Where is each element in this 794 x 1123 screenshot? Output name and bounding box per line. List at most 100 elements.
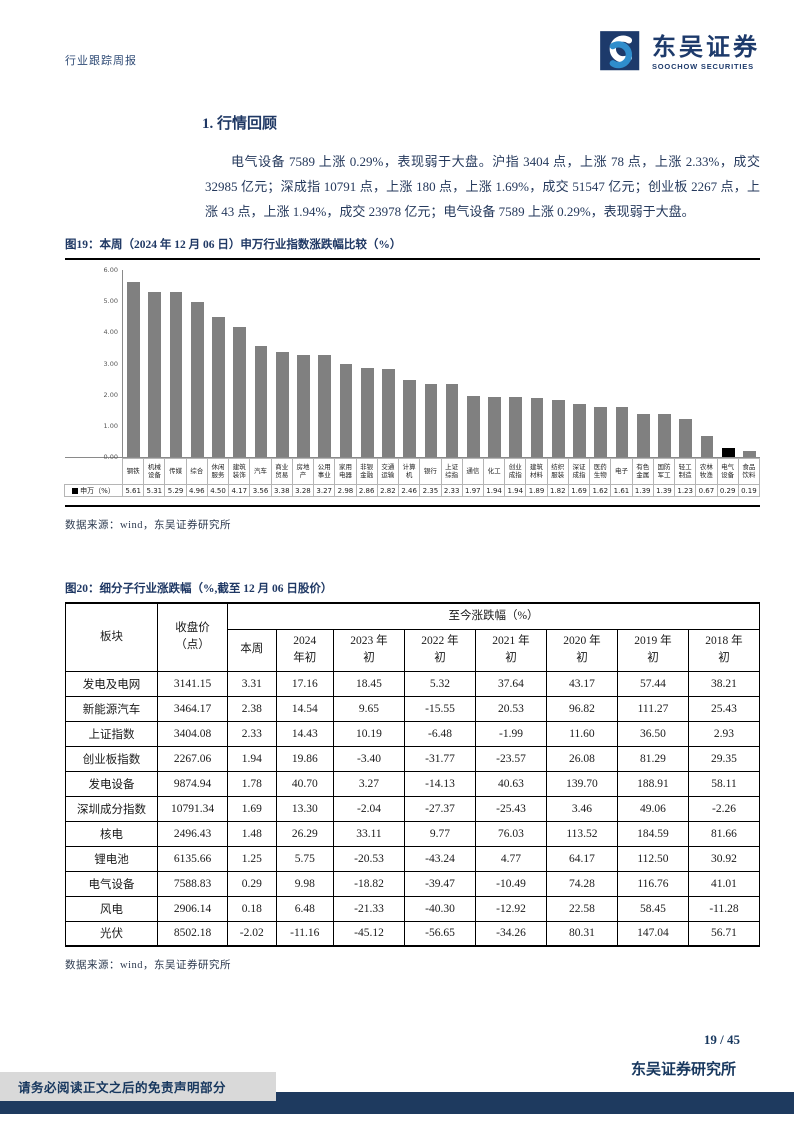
sector-name-cell: 新能源汽车 bbox=[65, 695, 158, 722]
table-row: 风电 2906.14 0.18 6.48 -21.33 -40.30 -12.92 22.58… bbox=[65, 895, 761, 922]
chart-category-label: 银行 bbox=[419, 458, 442, 485]
chart-category-label: 有色金属 bbox=[631, 458, 654, 485]
chart-category-label: 国防军工 bbox=[652, 458, 676, 485]
close-price-cell: 8502.18 bbox=[157, 920, 228, 947]
chart-value: 1.94 bbox=[504, 484, 527, 497]
chart-category-label: 深证成指 bbox=[567, 458, 591, 485]
chart-bar-cell bbox=[357, 270, 378, 457]
chart-bar-cell bbox=[293, 270, 314, 457]
chart-category-label: 休闲服务 bbox=[206, 458, 230, 485]
chart-category-label: 汽车 bbox=[249, 458, 272, 485]
chart-value: 1.69 bbox=[567, 484, 591, 497]
chart-category-label: 计算机 bbox=[398, 458, 421, 485]
disclaimer-text: 请务必阅读正文之后的免责声明部分 bbox=[18, 1081, 227, 1095]
legend-swatch-icon bbox=[72, 487, 79, 494]
change-value-cell: 9.98 bbox=[275, 870, 334, 897]
change-value-cell: 64.17 bbox=[545, 845, 618, 872]
chart-bar bbox=[509, 396, 523, 457]
chart-bar bbox=[466, 395, 480, 457]
change-value-cell: 74.28 bbox=[545, 870, 618, 897]
change-value-cell: 20.53 bbox=[474, 695, 547, 722]
change-value-cell: 58.45 bbox=[616, 895, 689, 922]
chart-category-label: 电气设备 bbox=[716, 458, 739, 485]
chart-category-label: 通信 bbox=[461, 458, 484, 485]
chart-value-row: 申万（%） 5.61 5.31 5.29 4.96 4.50 4.17 3.56 3.38 3.2… bbox=[64, 484, 760, 497]
chart-value: 1.39 bbox=[652, 484, 676, 497]
report-type-label: 行业跟踪周报 bbox=[65, 55, 137, 67]
chart-bar-cell bbox=[633, 270, 654, 457]
chart-value: 2.33 bbox=[440, 484, 463, 497]
y-tick-label: 2.00 bbox=[103, 390, 118, 399]
chart-value: 1.39 bbox=[631, 484, 654, 497]
change-value-cell: -10.49 bbox=[474, 870, 547, 897]
chart-value: 5.31 bbox=[143, 484, 166, 497]
figure19-source: 数据来源：wind，东吴证券研究所 bbox=[65, 520, 231, 531]
table-header-period: 2020 年 初 bbox=[545, 628, 618, 672]
chart-category-label: 创业成指 bbox=[504, 458, 527, 485]
figure19-caption: 图19：本周（2024 年 12 月 06 日）申万行业指数涨跌幅比较（%） bbox=[65, 239, 402, 251]
change-value-cell: 5.75 bbox=[275, 845, 334, 872]
change-value-cell: 1.94 bbox=[227, 745, 277, 772]
change-value-cell: 1.69 bbox=[227, 795, 277, 822]
table-header-period: 本周 bbox=[227, 628, 277, 672]
chart-plot-area: 6.00 5.00 4.00 3.00 2.00 1.00 0.00 bbox=[65, 266, 760, 461]
change-value-cell: 40.70 bbox=[275, 770, 334, 797]
change-value-cell: 5.32 bbox=[403, 670, 476, 697]
institute-name: 东吴证券研究所 bbox=[630, 1062, 736, 1078]
change-value-cell: 139.70 bbox=[545, 770, 618, 797]
change-value-cell: 56.71 bbox=[687, 920, 761, 947]
change-value-cell: 33.11 bbox=[332, 820, 405, 847]
change-value-cell: 17.16 bbox=[275, 670, 334, 697]
change-value-cell: 184.59 bbox=[616, 820, 689, 847]
chart-bar bbox=[318, 355, 332, 457]
table-row: 核电 2496.43 1.48 26.29 33.11 9.77 76.03 113.52 18… bbox=[65, 820, 761, 847]
page-header: 行业跟踪周报 东吴证券 SOOCHOW SECURITIES bbox=[65, 30, 760, 86]
chart-value: 3.56 bbox=[249, 484, 272, 497]
y-tick-label: 0.00 bbox=[103, 453, 118, 461]
change-value-cell: 2.38 bbox=[227, 695, 277, 722]
change-value-cell: 30.92 bbox=[687, 845, 761, 872]
change-value-cell: 116.76 bbox=[616, 870, 689, 897]
disclaimer-box: 请务必阅读正文之后的免责声明部分 bbox=[0, 1072, 276, 1101]
chart-category-label: 建筑材料 bbox=[525, 458, 548, 485]
chart-bar bbox=[743, 451, 756, 457]
change-value-cell: 3.31 bbox=[227, 670, 277, 697]
chart-value: 1.61 bbox=[610, 484, 633, 497]
chart-bar bbox=[424, 383, 438, 457]
change-value-cell: -11.16 bbox=[275, 920, 334, 947]
chart-bar bbox=[636, 413, 650, 457]
change-value-cell: -2.26 bbox=[687, 795, 761, 822]
change-value-cell: 40.63 bbox=[474, 770, 547, 797]
chart-bar bbox=[403, 380, 417, 457]
chart-bar bbox=[573, 404, 586, 457]
chart-value: 2.35 bbox=[419, 484, 442, 497]
chart-bar bbox=[254, 346, 268, 457]
chart-bar-cell bbox=[187, 270, 208, 457]
table-header-close: 收盘价 （点） bbox=[157, 602, 228, 672]
change-value-cell: 96.82 bbox=[545, 695, 618, 722]
change-value-cell: 38.21 bbox=[687, 670, 761, 697]
change-value-cell: -14.13 bbox=[403, 770, 476, 797]
table-header-sector: 板块 bbox=[65, 602, 158, 672]
chart-bar-cell bbox=[165, 270, 186, 457]
soochow-logo-icon bbox=[600, 31, 640, 71]
change-value-cell: 76.03 bbox=[474, 820, 547, 847]
chart-value: 4.50 bbox=[206, 484, 230, 497]
chart-category-label: 机械设备 bbox=[143, 458, 166, 485]
change-value-cell: -45.12 bbox=[332, 920, 405, 947]
chart-bar bbox=[488, 396, 501, 457]
change-value-cell: 4.77 bbox=[474, 845, 547, 872]
chart-bar bbox=[360, 367, 374, 457]
chart-bar-cell bbox=[144, 270, 165, 457]
change-value-cell: -40.30 bbox=[403, 895, 476, 922]
sector-name-cell: 深圳成分指数 bbox=[65, 795, 158, 822]
chart-category-label: 钢铁 bbox=[122, 458, 145, 485]
chart-bar-cell bbox=[442, 270, 463, 457]
chart-bar-cell bbox=[420, 270, 441, 457]
change-value-cell: 10.19 bbox=[332, 720, 405, 747]
chart-bar-cell bbox=[272, 270, 293, 457]
change-value-cell: 188.91 bbox=[616, 770, 689, 797]
chart-value: 3.28 bbox=[291, 484, 315, 497]
chart-bar bbox=[127, 282, 140, 457]
change-value-cell: -15.55 bbox=[403, 695, 476, 722]
